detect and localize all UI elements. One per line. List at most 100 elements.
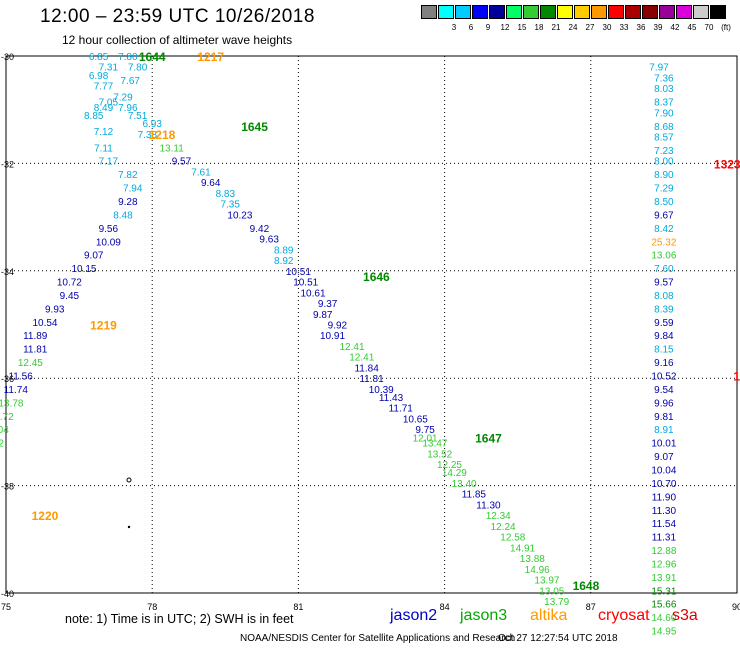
wave-height-label: 9.07 xyxy=(84,251,104,262)
wave-height-label: 11.85 xyxy=(462,490,487,501)
legend-swatch xyxy=(608,5,624,19)
wave-height-labels: 6.85 7.807.31 7.806.98 7.677.777.297.058.49… xyxy=(0,52,677,638)
wave-height-label: 10.15 xyxy=(71,264,96,275)
legend-swatch-label: 27 xyxy=(585,23,595,32)
wave-height-label: 10.70 xyxy=(651,479,676,490)
wave-height-label: 10.51 xyxy=(286,267,311,278)
legend-swatch xyxy=(489,5,505,19)
wave-height-label: 12.88 xyxy=(651,546,676,557)
legend-swatch-label: 39 xyxy=(653,23,663,32)
legend-swatch-label: 3 xyxy=(451,23,457,32)
wave-height-label: 8.91 xyxy=(654,425,674,436)
legend-swatch xyxy=(506,5,522,19)
wave-height-label: 8.90 xyxy=(654,170,674,181)
y-tick-label: -32 xyxy=(1,159,14,169)
wave-height-label: 12.01 xyxy=(413,433,438,444)
wave-height-label: 11.54 xyxy=(652,519,677,530)
wave-height-label: 6.98 xyxy=(89,71,109,82)
wave-height-label: 8.57 xyxy=(654,133,674,144)
wave-height-label: 9.42 xyxy=(250,224,270,235)
legend-swatch xyxy=(642,5,658,19)
wave-height-label: 13.05 xyxy=(539,586,564,597)
wave-height-label: 13.11 xyxy=(160,143,185,154)
wave-height-label: 7.60 xyxy=(654,264,674,275)
pass-time-label: 1646 xyxy=(363,270,390,284)
wave-height-label: 14.96 xyxy=(525,565,550,576)
legend-swatch xyxy=(523,5,539,19)
wave-height-label: 13.72 xyxy=(0,412,14,423)
legend-swatch-label: 18 xyxy=(534,23,544,32)
wave-height-label: 8.42 xyxy=(654,224,674,235)
satellite-jason2: jason2 xyxy=(390,607,438,624)
wave-height-label: 7.97 xyxy=(649,63,669,74)
wave-height-label: 7.29 xyxy=(113,92,133,103)
legend-swatch xyxy=(710,5,726,19)
plot-border xyxy=(5,55,738,594)
legend-swatch xyxy=(693,5,709,19)
wave-height-label: 13.97 xyxy=(534,576,559,587)
wave-height-label: 8.08 xyxy=(654,291,674,302)
wave-height-label: 7.05 xyxy=(99,98,119,109)
wave-height-label: 10.09 xyxy=(96,237,121,248)
legend-swatch xyxy=(591,5,607,19)
wave-height-label: 10.01 xyxy=(651,439,676,450)
wave-height-label: 9.63 xyxy=(259,235,279,246)
legend-swatch-label: 30 xyxy=(602,23,612,32)
wave-height-label: 11.89 xyxy=(23,331,48,342)
wave-height-label: 14.12 xyxy=(0,439,4,450)
wave-height-label: 7.67 xyxy=(121,76,141,87)
wave-height-label: 10.91 xyxy=(320,331,345,342)
wave-height-label: 8.92 xyxy=(274,256,294,267)
wave-height-label: 13.06 xyxy=(651,251,676,262)
wave-height-label: 11.81 xyxy=(359,374,384,385)
wave-height-label: 12.25 xyxy=(437,460,462,471)
wave-height-label: 12.24 xyxy=(491,522,516,533)
wave-height-label: 7.23 xyxy=(654,146,674,157)
wave-height-label: 11.43 xyxy=(379,393,404,404)
wave-height-label: 13.52 xyxy=(427,449,452,460)
wave-height-label: 8.15 xyxy=(654,345,674,356)
legend-swatch-label: 6 xyxy=(468,23,474,32)
wave-height-label: 15.66 xyxy=(651,600,676,611)
x-tick-label: 84 xyxy=(440,602,450,612)
wave-height-label: 10.39 xyxy=(369,385,394,396)
legend-swatch xyxy=(659,5,675,19)
pass-time-label: 1645 xyxy=(241,120,268,134)
legend-swatch-label: 70 xyxy=(704,23,714,32)
pass-time-label: 1644 xyxy=(139,50,166,64)
legend-swatch xyxy=(455,5,471,19)
page-title: 12:00 – 23:59 UTC 10/26/2018 xyxy=(40,6,315,27)
wave-height-label: 7.90 xyxy=(654,108,674,119)
wave-height-label: 9.28 xyxy=(118,197,138,208)
wave-height-label: 7.94 xyxy=(123,184,143,195)
wave-height-label: 8.48 xyxy=(113,210,133,221)
pass-time-label: 1322 xyxy=(733,370,740,384)
wave-height-label: 8.89 xyxy=(274,245,294,256)
wave-height-label: 10.52 xyxy=(651,372,676,383)
satellite-cryosat: cryosat xyxy=(598,607,650,624)
wave-height-label: 6.93 xyxy=(142,119,162,130)
legend-swatch-label: 33 xyxy=(619,23,629,32)
wave-height-label: 10.61 xyxy=(301,288,326,299)
x-tick-label: 75 xyxy=(1,602,11,612)
wave-height-label: 8.50 xyxy=(654,197,674,208)
x-tick-label: 87 xyxy=(586,602,596,612)
legend-swatch-label: 45 xyxy=(687,23,697,32)
wave-height-label: 13.40 xyxy=(452,479,477,490)
wave-height-label: 7.31 xyxy=(99,63,119,74)
pass-time-label: 1218 xyxy=(149,128,176,142)
wave-height-label: 14.60 xyxy=(651,613,676,624)
wave-height-label: 12.45 xyxy=(18,358,43,369)
pass-time-label: 1647 xyxy=(475,431,502,445)
wave-height-label: 8.85 xyxy=(84,111,104,122)
credit-text: NOAA/NESDIS Center for Satellite Applica… xyxy=(240,633,516,644)
wave-height-label: 13.91 xyxy=(651,573,676,584)
wave-height-label: 9.64 xyxy=(201,178,221,189)
wave-height-label: 12.34 xyxy=(486,511,511,522)
wave-height-label: 14.91 xyxy=(510,543,535,554)
wave-height-label: 8.00 xyxy=(654,157,674,168)
y-tick-label: -34 xyxy=(1,267,14,277)
wave-height-label: 9.57 xyxy=(172,157,192,168)
wave-height-label: 9.56 xyxy=(99,224,119,235)
wave-height-label: 11.30 xyxy=(652,506,677,517)
